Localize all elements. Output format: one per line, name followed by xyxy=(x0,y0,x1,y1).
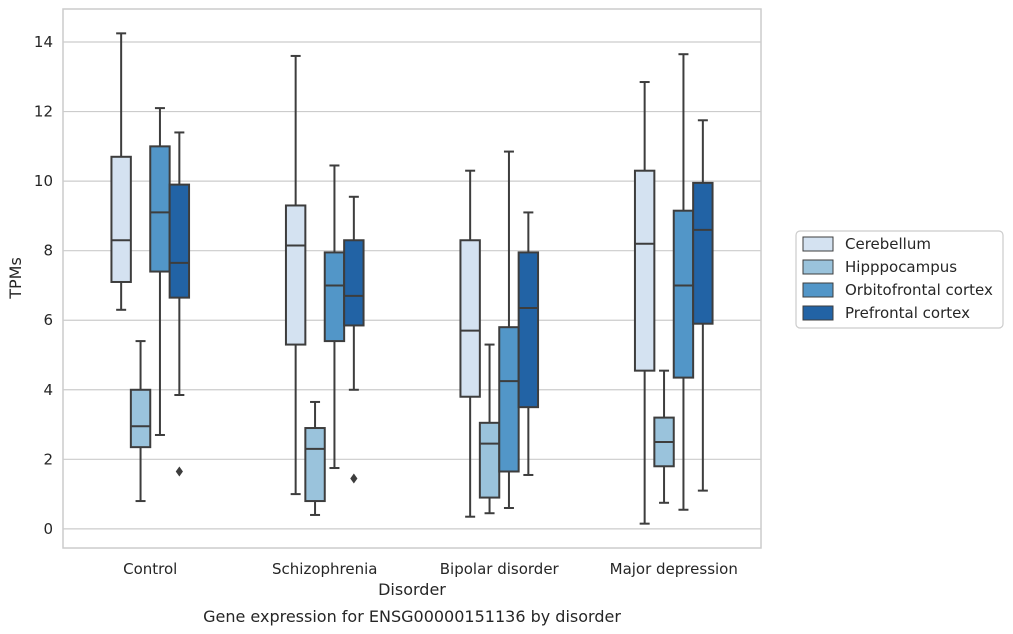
y-tick-label: 6 xyxy=(43,311,53,329)
chart-title: Gene expression for ENSG00000151136 by d… xyxy=(203,607,621,626)
box-prefrontal-cortex xyxy=(692,119,714,492)
x-axis-title: Disorder xyxy=(378,580,446,599)
y-axis-title: TPMs xyxy=(6,257,25,300)
box-body xyxy=(304,427,326,503)
box-cerebellum xyxy=(633,81,656,525)
box-hipppocampus xyxy=(653,369,675,504)
box-prefrontal-cortex xyxy=(168,131,191,477)
box-body xyxy=(168,183,191,299)
y-tick-label: 8 xyxy=(43,242,53,260)
x-tick-label: Bipolar disorder xyxy=(440,560,560,578)
box-cerebellum xyxy=(459,169,481,518)
box-body xyxy=(478,421,501,499)
legend-label: Cerebellum xyxy=(845,235,931,253)
outlier-point xyxy=(350,473,358,484)
y-tick-label: 14 xyxy=(34,33,53,51)
y-tick-label: 0 xyxy=(43,520,53,538)
box-body xyxy=(517,251,540,409)
box-prefrontal-cortex xyxy=(517,211,540,476)
box-body xyxy=(149,145,171,273)
y-tick-label: 12 xyxy=(34,103,53,121)
box-body xyxy=(323,251,346,343)
x-tick-label: Schizophrenia xyxy=(272,560,377,578)
y-tick-label: 10 xyxy=(34,172,53,190)
legend-label: Prefrontal cortex xyxy=(845,304,970,322)
box-body xyxy=(343,239,365,327)
box-body xyxy=(633,169,656,372)
legend-swatch xyxy=(802,259,834,275)
plot-frame xyxy=(62,8,762,549)
legend-label: Hipppocampus xyxy=(845,258,957,276)
legend-swatch xyxy=(802,305,834,321)
legend-swatch xyxy=(802,282,834,298)
box-body xyxy=(129,388,152,449)
box-body xyxy=(284,204,307,346)
legend-frame xyxy=(795,230,1004,329)
x-tick-label: Control xyxy=(123,560,177,578)
y-tick-label: 4 xyxy=(43,381,53,399)
x-tick-label: Major depression xyxy=(610,560,738,578)
box-body xyxy=(498,326,520,473)
legend: Cerebellum Hipppocampus Orbitofrontal cort… xyxy=(795,230,1004,329)
box-body xyxy=(672,209,695,379)
box-hipppocampus xyxy=(129,340,152,503)
box-cerebellum xyxy=(284,54,307,496)
box-orbitofrontal-cortex xyxy=(149,107,171,436)
box-cerebellum xyxy=(110,32,132,311)
legend-swatch xyxy=(802,236,834,252)
box-hipppocampus xyxy=(304,400,326,516)
y-tick-label: 2 xyxy=(43,450,53,468)
box-hipppocampus xyxy=(478,343,501,515)
box-body xyxy=(110,155,132,283)
legend-label: Orbitofrontal cortex xyxy=(845,281,993,299)
outlier-point xyxy=(175,466,183,477)
box-body xyxy=(692,181,714,325)
box-body xyxy=(459,239,481,398)
box-prefrontal-cortex xyxy=(343,195,365,484)
